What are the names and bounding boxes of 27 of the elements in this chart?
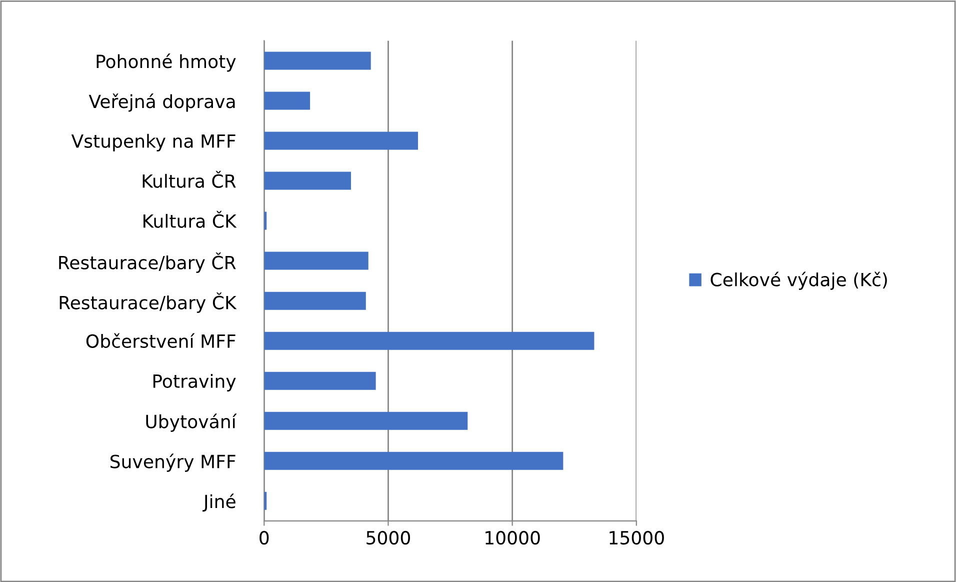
bar: [264, 92, 310, 110]
y-tick-label: Pohonné hmoty: [96, 54, 236, 72]
y-tick-label: Veřejná doprava: [88, 94, 235, 112]
y-tick-label: Jiné: [202, 494, 236, 512]
bar: [264, 292, 366, 310]
bar: [264, 252, 368, 270]
bar: [264, 372, 376, 390]
x-tick-label: 0: [260, 530, 269, 545]
y-tick-label: Vstupenky na MFF: [71, 134, 236, 152]
bar: [264, 452, 564, 470]
bar: [264, 52, 371, 70]
y-tick-label: Potraviny: [153, 374, 236, 392]
y-tick-label: Restaurace/bary ČK: [60, 292, 237, 313]
y-tick-label: Suvenýry MFF: [110, 454, 236, 472]
y-tick-label: Ubytování: [146, 414, 237, 432]
y-tick-label: Kultura ČR: [142, 170, 236, 188]
bar: [264, 332, 594, 350]
bar: [264, 132, 418, 150]
legend-label: Celkové výdaje (Kč): [710, 272, 887, 290]
x-tick-label: 5000: [366, 530, 410, 545]
y-tick-label: Občerstvení MFF: [86, 333, 236, 348]
x-tick-label: 10000: [486, 530, 540, 545]
bar: [264, 412, 468, 430]
x-tick-label: 15000: [610, 530, 664, 545]
y-tick-label: Restaurace/bary ČR: [59, 252, 236, 273]
bar: [264, 172, 351, 190]
y-tick-label: Kultura ČK: [144, 210, 237, 228]
